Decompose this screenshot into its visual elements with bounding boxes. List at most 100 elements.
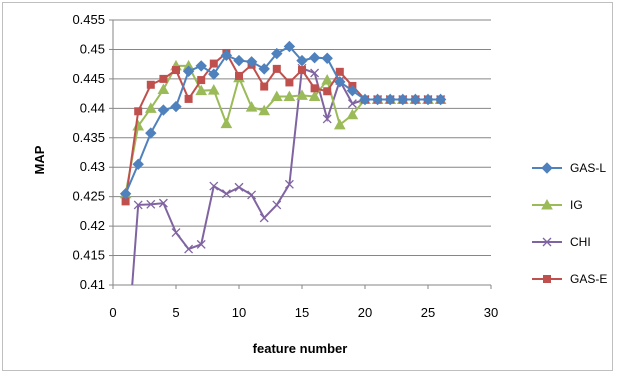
data-point-gas-e: [260, 82, 269, 91]
legend-marker-ig: [541, 198, 553, 210]
data-point-gas-l: [397, 93, 409, 106]
y-tick-label: 0.45: [80, 41, 105, 56]
data-point-chi: [184, 244, 194, 254]
legend: GAS-L IG CHI GAS-E: [532, 161, 607, 286]
chart-frame: [2, 2, 613, 371]
data-point-gas-l: [233, 54, 245, 67]
legend-label-gas-e: GAS-E: [570, 272, 607, 286]
legend-marker-gas-l: [541, 162, 553, 174]
data-point-ig: [321, 74, 334, 85]
series-ig: [119, 59, 447, 199]
legend-marker-chi: [542, 237, 552, 247]
data-point-chi: [310, 68, 320, 78]
series-line-gas-e: [124, 51, 441, 202]
data-point-chi: [196, 239, 206, 249]
data-point-gas-l: [371, 93, 384, 106]
data-point-chi: [272, 200, 282, 210]
x-axis-title: feature number: [253, 341, 348, 356]
data-point-gas-l: [321, 52, 333, 64]
data-point-ig: [195, 84, 208, 96]
y-tick-label: 0.41: [80, 277, 105, 292]
data-point-ig: [144, 102, 157, 113]
data-point-gas-l: [132, 158, 144, 170]
data-point-chi: [247, 190, 257, 200]
data-point-gas-e: [209, 59, 218, 68]
y-tick-label: 0.42: [80, 218, 105, 233]
data-point-gas-l: [422, 93, 434, 106]
data-point-chi-stroke: [196, 239, 206, 249]
legend-label-ig: IG: [570, 198, 583, 212]
data-point-gas-l: [119, 188, 132, 200]
data-point-gas-l: [182, 65, 195, 77]
data-point-chi-stroke: [122, 369, 130, 375]
data-point-gas-l: [195, 60, 207, 72]
data-point-ig: [308, 90, 321, 102]
data-point-gas-e: [272, 64, 281, 73]
data-point-chi: [122, 369, 130, 375]
data-point-chi-stroke: [272, 200, 282, 210]
y-tick-label: 0.44: [80, 100, 105, 115]
series-line-ig: [124, 64, 441, 194]
data-point-gas-l: [384, 93, 396, 106]
data-point-gas-l: [271, 47, 283, 60]
data-point-chi-stroke: [158, 198, 168, 208]
data-point-gas-e: [134, 107, 143, 116]
y-axis-title: MAP: [32, 145, 47, 174]
data-point-gas-e: [235, 71, 243, 80]
data-point-gas-l: [296, 54, 308, 67]
legend-item-gas-l: GAS-L: [532, 161, 606, 175]
data-point-chi-stroke: [322, 114, 332, 124]
data-point-gas-l: [359, 93, 371, 106]
data-point-chi: [209, 181, 219, 191]
legend-marker-gas-e: [543, 275, 551, 283]
data-point-chi-stroke: [146, 199, 156, 209]
data-point-ig: [220, 117, 233, 129]
legend-item-gas-e: GAS-E: [532, 272, 607, 286]
data-point-chi-stroke: [221, 189, 231, 199]
series-gas-l: [119, 40, 447, 200]
data-point-gas-l: [258, 63, 270, 75]
x-tick-label: 10: [232, 305, 246, 320]
data-point-chi-stroke: [347, 99, 357, 109]
series-chi: [122, 63, 446, 375]
y-tick-label: 0.425: [72, 189, 105, 204]
y-tick-label: 0.455: [72, 12, 105, 27]
data-point-gas-e: [298, 66, 306, 75]
data-point-ig: [346, 108, 359, 120]
data-point-gas-e: [146, 80, 155, 89]
legend-item-ig: IG: [532, 198, 583, 212]
data-point-gas-e: [172, 66, 180, 75]
axes: [109, 19, 492, 289]
data-point-gas-e: [197, 76, 206, 85]
data-point-chi-stroke: [284, 179, 294, 189]
series-line-chi: [131, 66, 441, 285]
data-point-chi-stroke: [209, 181, 219, 191]
x-tick-label: 5: [172, 305, 179, 320]
data-point-gas-l: [145, 127, 157, 139]
x-tick-label: 25: [421, 305, 435, 320]
data-point-gas-l: [409, 93, 422, 106]
data-point-chi-stroke: [171, 228, 181, 238]
data-point-chi: [284, 179, 294, 189]
data-point-ig: [157, 83, 170, 94]
series-layer: [119, 40, 447, 375]
data-point-chi: [322, 114, 332, 124]
data-point-ig: [333, 118, 346, 130]
data-point-gas-e: [159, 74, 168, 83]
data-point-ig: [207, 84, 220, 95]
data-point-gas-e: [335, 67, 344, 76]
x-tick-label: 15: [295, 305, 309, 320]
data-point-chi: [259, 213, 269, 223]
data-point-gas-l: [434, 93, 447, 106]
data-point-gas-l: [308, 51, 321, 64]
data-point-gas-l: [170, 100, 182, 113]
data-point-ig: [283, 90, 296, 102]
data-point-gas-l: [220, 49, 233, 62]
x-tick-labels: 0 5 10 15 20 25 30: [109, 305, 498, 320]
data-point-gas-l: [245, 56, 258, 68]
data-point-chi-stroke: [122, 369, 130, 375]
data-point-chi: [221, 189, 231, 199]
legend-label-chi: CHI: [570, 235, 591, 249]
data-point-gas-e: [310, 84, 319, 93]
